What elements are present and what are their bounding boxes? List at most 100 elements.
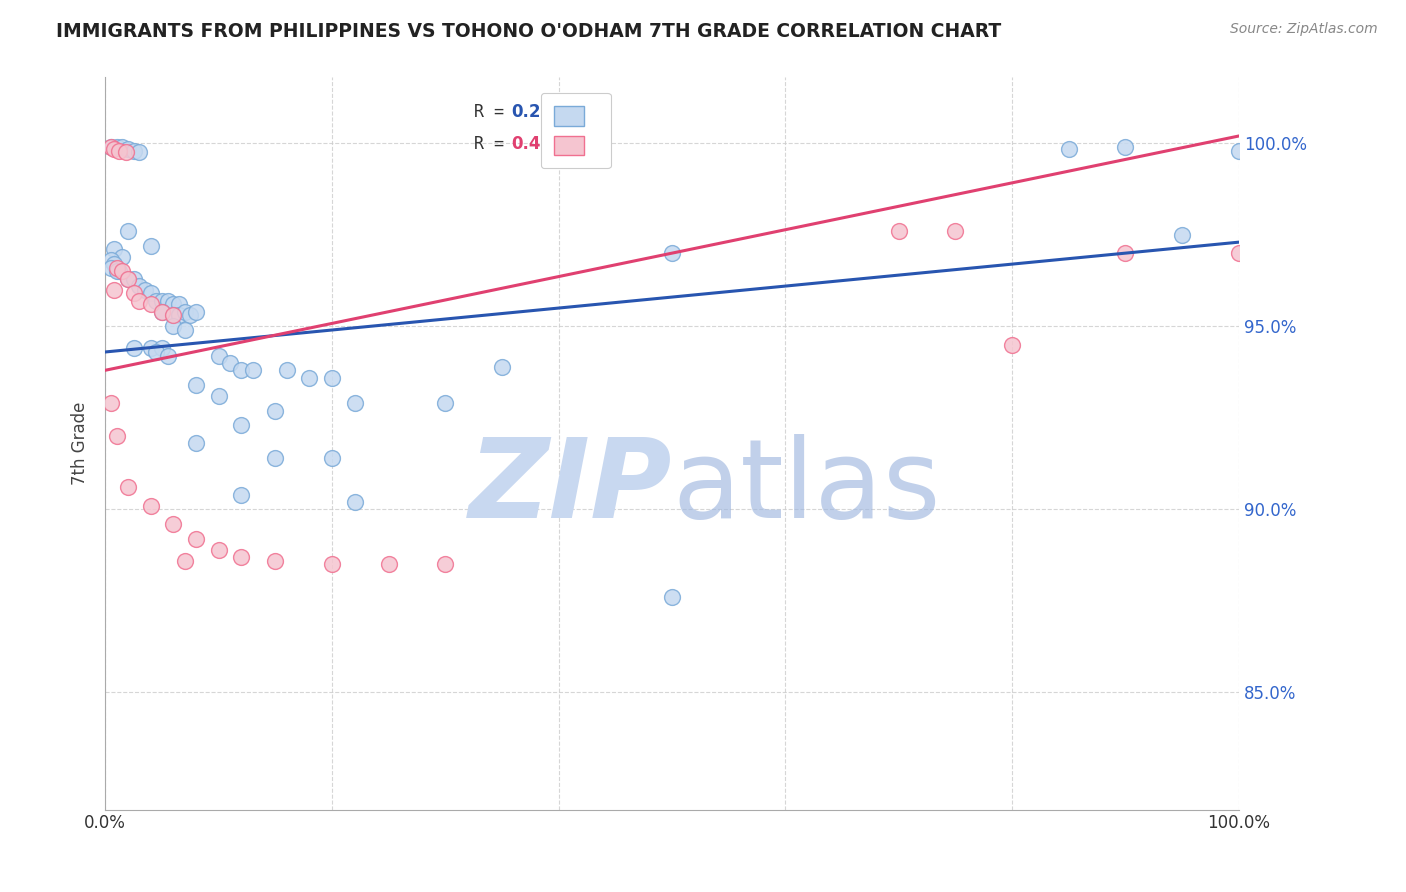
Point [122,144,145,158]
Text: 31: 31 [581,136,605,153]
Point [139,239,162,253]
Point [1001,337,1024,351]
Text: 0.468: 0.468 [510,136,564,153]
Point [108,144,131,158]
Text: R =: R = [474,136,513,153]
Point [173,554,195,568]
Point [150,293,173,308]
Point [100,140,122,154]
Point [114,145,136,160]
Y-axis label: 7th Grade: 7th Grade [72,401,89,485]
Text: N =: N = [547,103,595,121]
Text: 0.218: 0.218 [510,103,564,121]
Point [231,418,253,433]
Point [122,272,145,286]
Point [661,246,683,260]
Point [321,370,343,384]
Point [122,286,145,301]
Point [145,345,167,359]
Point [321,451,343,466]
Point [661,591,683,605]
Point [231,488,253,502]
Point [111,264,134,278]
Point [207,542,229,557]
Point [100,396,122,410]
Point [179,309,201,323]
Point [162,309,184,323]
Point [117,272,139,286]
Point [105,264,128,278]
Point [117,272,139,286]
Point [117,224,139,238]
Point [1227,246,1250,260]
Point [111,140,134,154]
Text: IMMIGRANTS FROM PHILIPPINES VS TOHONO O'ODHAM 7TH GRADE CORRELATION CHART: IMMIGRANTS FROM PHILIPPINES VS TOHONO O'… [56,22,1001,41]
Point [1114,140,1136,154]
Point [184,304,207,318]
Point [103,142,125,156]
Text: R =: R = [474,103,513,121]
Point [128,145,150,160]
Point [264,403,287,417]
Point [128,293,150,308]
Text: ZIP: ZIP [468,434,672,541]
Point [105,429,128,443]
Point [184,378,207,392]
Point [321,558,343,572]
Point [100,140,122,154]
Point [105,140,128,154]
Point [343,396,366,410]
Point [1171,227,1194,242]
Point [298,370,321,384]
Point [139,297,162,311]
Point [103,257,125,271]
Point [264,451,287,466]
Point [184,532,207,546]
Point [150,341,173,355]
Text: atlas: atlas [672,434,941,541]
Point [117,142,139,156]
Point [128,279,150,293]
Point [139,341,162,355]
Point [111,250,134,264]
Point [134,283,156,297]
Point [491,359,513,374]
Point [122,341,145,355]
Point [162,516,184,531]
Text: 63: 63 [581,103,605,121]
Point [276,363,298,377]
Point [219,356,242,370]
Point [145,293,167,308]
Point [150,304,173,318]
Point [434,396,457,410]
Text: Source: ZipAtlas.com: Source: ZipAtlas.com [1230,22,1378,37]
Point [100,260,122,275]
Point [162,297,184,311]
Point [207,349,229,363]
Point [1227,144,1250,158]
Text: N =: N = [547,136,595,153]
Point [167,297,190,311]
Point [162,309,184,323]
Point [167,309,190,323]
Point [139,286,162,301]
Point [377,558,399,572]
Point [117,480,139,494]
Point [231,363,253,377]
Point [103,243,125,257]
Point [173,304,195,318]
Point [434,558,457,572]
Point [242,363,264,377]
Point [1057,142,1080,156]
Point [173,323,195,337]
Point [150,304,173,318]
Point [184,436,207,450]
Point [105,260,128,275]
Point [207,389,229,403]
Point [156,349,179,363]
Point [1114,246,1136,260]
Point [108,264,131,278]
Point [231,549,253,564]
Point [887,224,910,238]
Point [162,319,184,334]
